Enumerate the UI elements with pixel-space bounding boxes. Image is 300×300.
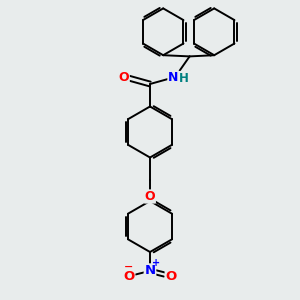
Text: −: − (124, 262, 134, 272)
Text: O: O (123, 269, 135, 283)
Text: O: O (145, 190, 155, 203)
Text: H: H (179, 71, 188, 85)
Text: O: O (118, 71, 129, 84)
Text: +: + (152, 258, 160, 268)
Text: O: O (165, 269, 177, 283)
Text: N: N (168, 71, 178, 84)
Text: N: N (144, 264, 156, 277)
